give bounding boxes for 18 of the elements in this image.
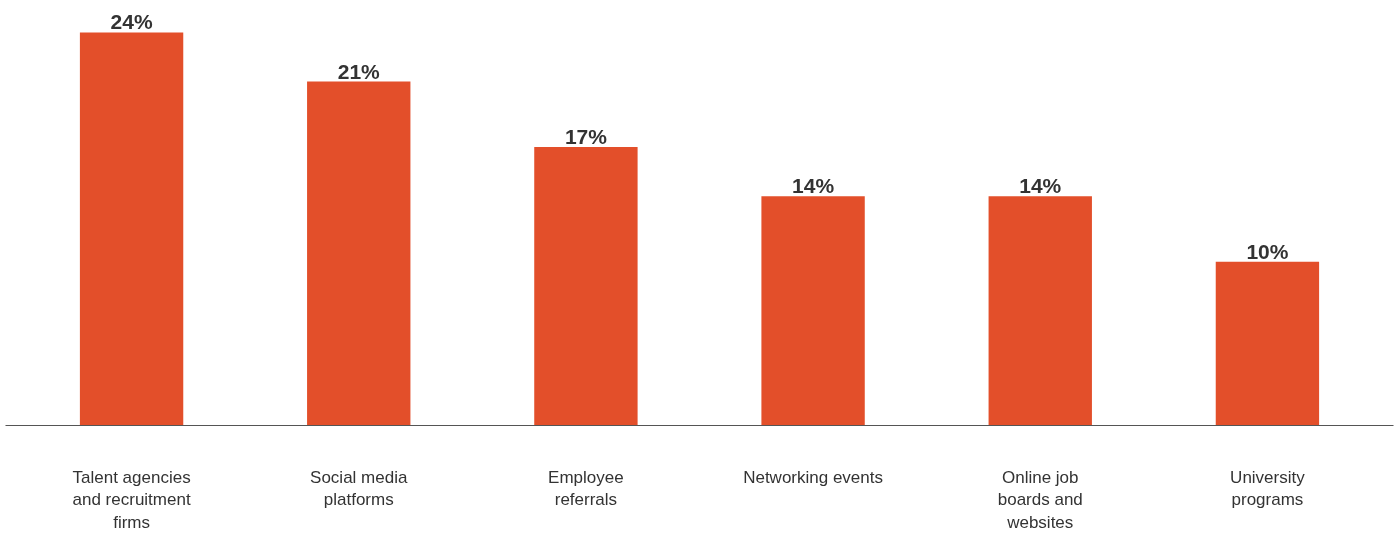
x-tick-label: Networking events xyxy=(743,467,884,487)
bar xyxy=(761,196,865,426)
data-label: 10% xyxy=(1246,239,1289,263)
bar xyxy=(1215,261,1320,426)
bar xyxy=(534,147,638,426)
data-label: 14% xyxy=(792,174,835,198)
x-tick-label: Employee referrals xyxy=(548,467,624,510)
data-label: 14% xyxy=(1019,174,1062,198)
data-label: 17% xyxy=(564,125,608,149)
data-label: 24% xyxy=(110,10,153,34)
x-tick-label: Online job boards and websites xyxy=(997,467,1083,533)
x-tick-label: University programs xyxy=(1230,467,1306,510)
bar xyxy=(307,81,411,426)
x-tick-label: Talent agencies and recruitment firms xyxy=(72,467,191,533)
bar xyxy=(988,196,1092,426)
data-label: 21% xyxy=(337,59,381,83)
x-tick-label: Social media platforms xyxy=(310,467,408,510)
bar xyxy=(79,32,184,426)
